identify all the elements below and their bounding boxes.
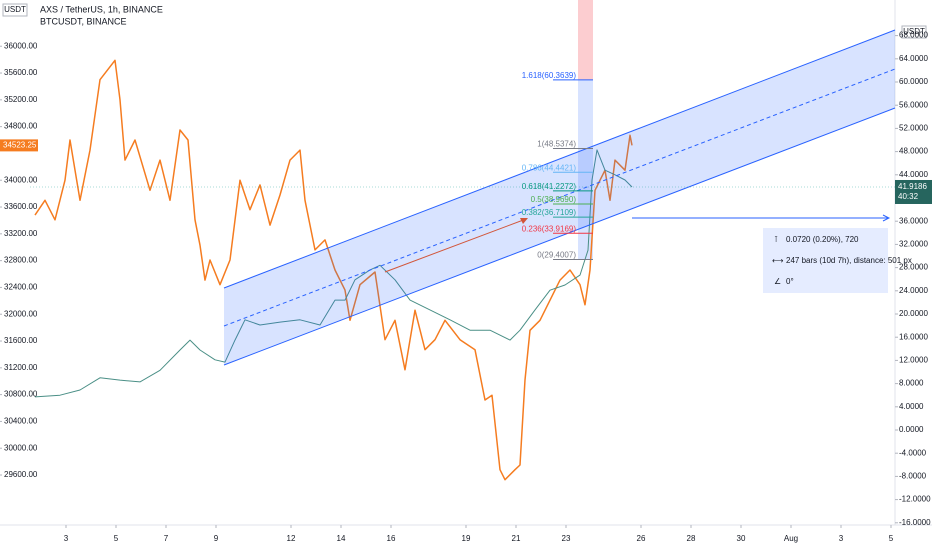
measure-bars: 247 bars (10d 7h), distance: 501 px <box>786 256 912 265</box>
x-tick-label: 9 <box>214 534 219 543</box>
measure-price: 0.0720 (0.20%), 720 <box>786 235 859 244</box>
measure-angle: 0° <box>786 277 794 286</box>
x-tick-label: 28 <box>687 534 696 543</box>
measure-icon: ∠ <box>774 277 781 286</box>
y-tick-label: 31200.00 <box>4 363 38 372</box>
fib-label: 0(29.4007) <box>537 251 576 260</box>
y-tick-label: 32000.00 <box>4 309 38 318</box>
y2-tick-label: 16.0000 <box>899 332 928 341</box>
x-tick-label: 3 <box>839 534 844 543</box>
y2-tick-label: -4.0000 <box>899 448 927 457</box>
y-tick-label: 32800.00 <box>4 256 38 265</box>
series-line <box>34 149 633 398</box>
left-unit-box <box>2 3 28 17</box>
trend-arrow <box>384 218 527 273</box>
x-tick-label: 5 <box>889 534 894 543</box>
y-tick-label: 30400.00 <box>4 417 38 426</box>
horizontal-arrow-head <box>882 214 891 222</box>
series-line <box>34 59 633 481</box>
fib-label: 0.618(41.2272) <box>522 182 577 191</box>
trend-arrow-head <box>520 218 528 224</box>
measure-box <box>763 228 888 293</box>
chart-subtitle: BTCUSDT, BINANCE <box>40 16 127 26</box>
y-tick-label: 29600.00 <box>4 470 38 479</box>
y-tick-label: 30800.00 <box>4 390 38 399</box>
x-tick-label: 7 <box>164 534 169 543</box>
y-tick-label: 35600.00 <box>4 68 38 77</box>
y2-tick-label: 8.0000 <box>899 379 924 388</box>
y2-tick-label: 24.0000 <box>899 286 928 295</box>
fib-label: 0.5(38.9690) <box>531 195 577 204</box>
x-tick-label: 5 <box>114 534 119 543</box>
y2-tick-label: -8.0000 <box>899 472 927 481</box>
fib-label: 1(48.5374) <box>537 140 576 149</box>
channel-upper <box>223 29 896 289</box>
y2-tick-label: 4.0000 <box>899 402 924 411</box>
y2-tick-label: 48.0000 <box>899 147 928 156</box>
y2-tick-label: 60.0000 <box>899 77 928 86</box>
x-tick-label: 26 <box>637 534 646 543</box>
x-tick-label: 19 <box>462 534 471 543</box>
y-tick-label: 34800.00 <box>4 122 38 131</box>
last-price-left: 34523.25 <box>3 140 37 149</box>
y2-tick-label: 32.0000 <box>899 240 928 249</box>
y2-tick-label: 68.0000 <box>899 31 928 40</box>
x-tick-label: Aug <box>784 534 798 543</box>
channel-mid <box>223 68 896 327</box>
y-tick-label: 35200.00 <box>4 95 38 104</box>
channel-lower <box>223 107 896 366</box>
y2-tick-label: -16.0000 <box>899 518 931 527</box>
plot-area <box>34 0 633 481</box>
x-tick-label: 21 <box>512 534 521 543</box>
y2-tick-label: 20.0000 <box>899 309 928 318</box>
y-tick-label: 30000.00 <box>4 443 38 452</box>
fib-label: 0.236(33.9169) <box>522 224 577 233</box>
chart-title: AXS / TetherUS, 1h, BINANCE <box>40 4 163 14</box>
y-tick-label: 34000.00 <box>4 175 38 184</box>
x-tick-label: 14 <box>337 534 346 543</box>
y2-tick-label: 56.0000 <box>899 100 928 109</box>
measure-icon: ⊺ <box>774 235 778 244</box>
x-tick-label: 30 <box>737 534 746 543</box>
measure-icon: ⟷ <box>772 256 784 265</box>
fib-zone <box>578 79 593 260</box>
y2-tick-label: 44.0000 <box>899 170 928 179</box>
y2-tick-label: 12.0000 <box>899 356 928 365</box>
y-tick-label: 31600.00 <box>4 336 38 345</box>
right-unit: USDT <box>903 27 925 36</box>
y2-tick-label: 28.0000 <box>899 263 928 272</box>
last-price-right: 41.9186 <box>898 182 927 191</box>
y2-tick-label: 0.0000 <box>899 425 924 434</box>
countdown: 40:32 <box>898 192 919 201</box>
left-unit: USDT <box>4 5 26 14</box>
y-tick-label: 36000.00 <box>4 41 38 50</box>
fib-extension-zone <box>578 0 593 80</box>
y2-tick-label: 52.0000 <box>899 124 928 133</box>
x-tick-label: 23 <box>562 534 571 543</box>
fib-label: 0.382(36.7109) <box>522 208 577 217</box>
y2-tick-label: 64.0000 <box>899 54 928 63</box>
y-tick-label: 33200.00 <box>4 229 38 238</box>
x-tick-label: 3 <box>64 534 69 543</box>
last-price-badge <box>895 179 932 204</box>
x-tick-label: 12 <box>287 534 296 543</box>
y-tick-label: 32400.00 <box>4 283 38 292</box>
fib-label: 1.618(60.3639) <box>522 71 577 80</box>
y-tick-label: 33600.00 <box>4 202 38 211</box>
x-tick-label: 16 <box>387 534 396 543</box>
y2-tick-label: -12.0000 <box>899 495 931 504</box>
right-unit-box <box>901 25 927 39</box>
fib-label: 0.786(44.4421) <box>522 163 577 172</box>
y2-tick-label: 36.0000 <box>899 216 928 225</box>
last-price-badge <box>0 139 38 152</box>
